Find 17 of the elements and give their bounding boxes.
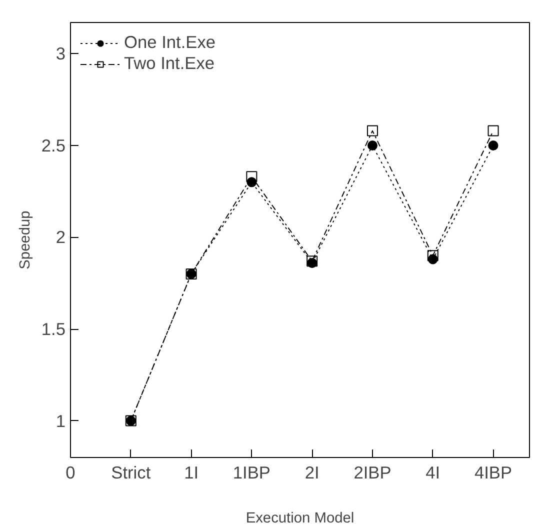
x-tick-label: 1I (184, 462, 199, 482)
x-tick-label: 2IBP (354, 462, 392, 482)
y-tick-label: 1.5 (41, 319, 66, 340)
legend-label: Two Int.Exe (124, 53, 215, 74)
y-tick-label: 2.5 (41, 135, 66, 156)
x-tick-label: Strict (111, 462, 151, 482)
x-tick-label: 1IBP (232, 462, 270, 482)
x-tick-label: 2I (304, 462, 320, 482)
y-tick-label: 1 (56, 410, 66, 431)
legend-label: One Int.Exe (124, 32, 216, 53)
y-tick-label: 3 (56, 44, 66, 64)
x-tick-label: 0 (66, 462, 76, 482)
x-tick-label: 4I (426, 462, 440, 482)
y-axis-title: Speedup (17, 210, 34, 270)
x-tick-label: 4IBP (474, 462, 512, 482)
x-axis-title: Execution Model (246, 510, 354, 526)
y-tick-label: 2 (56, 227, 66, 248)
